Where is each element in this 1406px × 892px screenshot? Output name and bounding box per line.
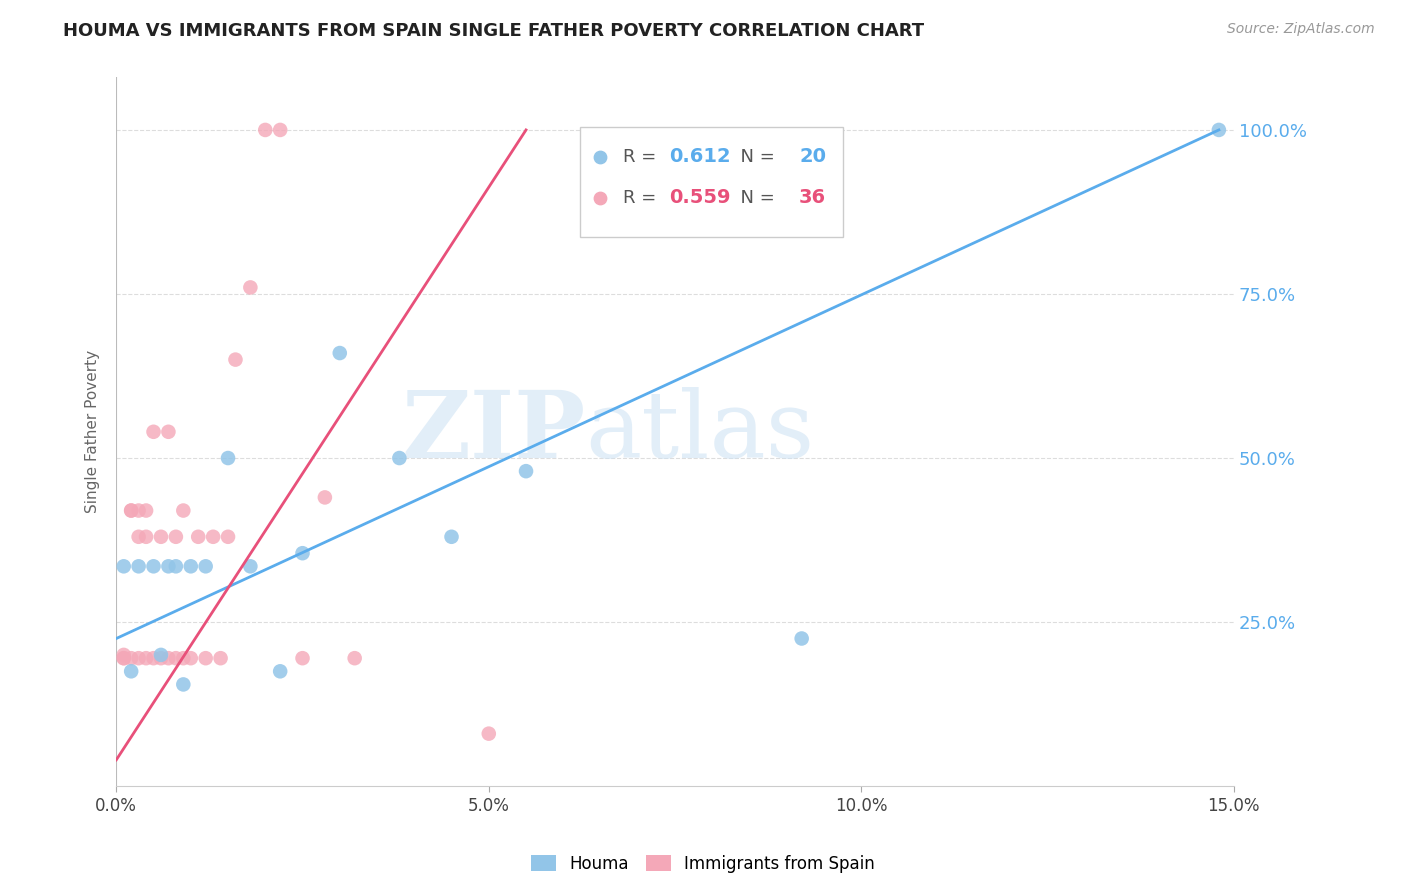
Point [142,425,165,439]
Point [149,651,172,665]
Point [202,530,225,544]
Point [239,559,262,574]
Legend: Houma, Immigrants from Spain: Houma, Immigrants from Spain [524,848,882,880]
Point [149,530,172,544]
Point [180,651,202,665]
Text: N =: N = [728,189,780,207]
Text: 0.559: 0.559 [669,188,731,208]
Point [128,503,150,517]
Point [224,352,246,367]
Point [128,530,150,544]
Point [112,559,135,574]
Text: atlas: atlas [586,387,815,477]
Text: N =: N = [728,148,780,166]
Point [209,651,232,665]
Point [128,559,150,574]
Text: R =: R = [623,148,661,166]
Point [388,450,411,465]
Point [269,665,291,679]
Text: 36: 36 [799,188,827,208]
Point [142,651,165,665]
Text: Source: ZipAtlas.com: Source: ZipAtlas.com [1227,22,1375,37]
Point [165,530,187,544]
Text: R =: R = [623,189,661,207]
Point [142,559,165,574]
Point [515,464,537,478]
Point [172,677,194,691]
Point [1208,123,1230,137]
Point [120,665,142,679]
Point [194,651,217,665]
Point [314,491,336,505]
Point [329,346,352,360]
Point [254,123,277,137]
Point [135,503,157,517]
FancyBboxPatch shape [581,127,842,237]
Point [180,559,202,574]
Point [165,651,187,665]
Point [291,546,314,560]
Y-axis label: Single Father Poverty: Single Father Poverty [86,351,100,514]
Point [790,632,813,646]
Point [440,530,463,544]
Point [120,503,142,517]
Point [343,651,366,665]
Point [291,651,314,665]
Point [112,651,135,665]
Point [112,651,135,665]
Point [172,651,194,665]
Point [217,530,239,544]
Point [187,530,209,544]
Point [135,651,157,665]
Text: HOUMA VS IMMIGRANTS FROM SPAIN SINGLE FATHER POVERTY CORRELATION CHART: HOUMA VS IMMIGRANTS FROM SPAIN SINGLE FA… [63,22,924,40]
Point [165,559,187,574]
Point [120,651,142,665]
Point [149,648,172,662]
Text: 0.612: 0.612 [669,147,731,166]
Point [135,530,157,544]
Point [172,503,194,517]
Point [478,726,501,740]
Point [120,503,142,517]
Text: ZIP: ZIP [401,387,586,477]
Point [217,450,239,465]
Text: 20: 20 [799,147,827,166]
Point [157,559,180,574]
Point [194,559,217,574]
Point [239,280,262,294]
Point [157,651,180,665]
Point [112,648,135,662]
Point [128,651,150,665]
Point [157,425,180,439]
Point [269,123,291,137]
